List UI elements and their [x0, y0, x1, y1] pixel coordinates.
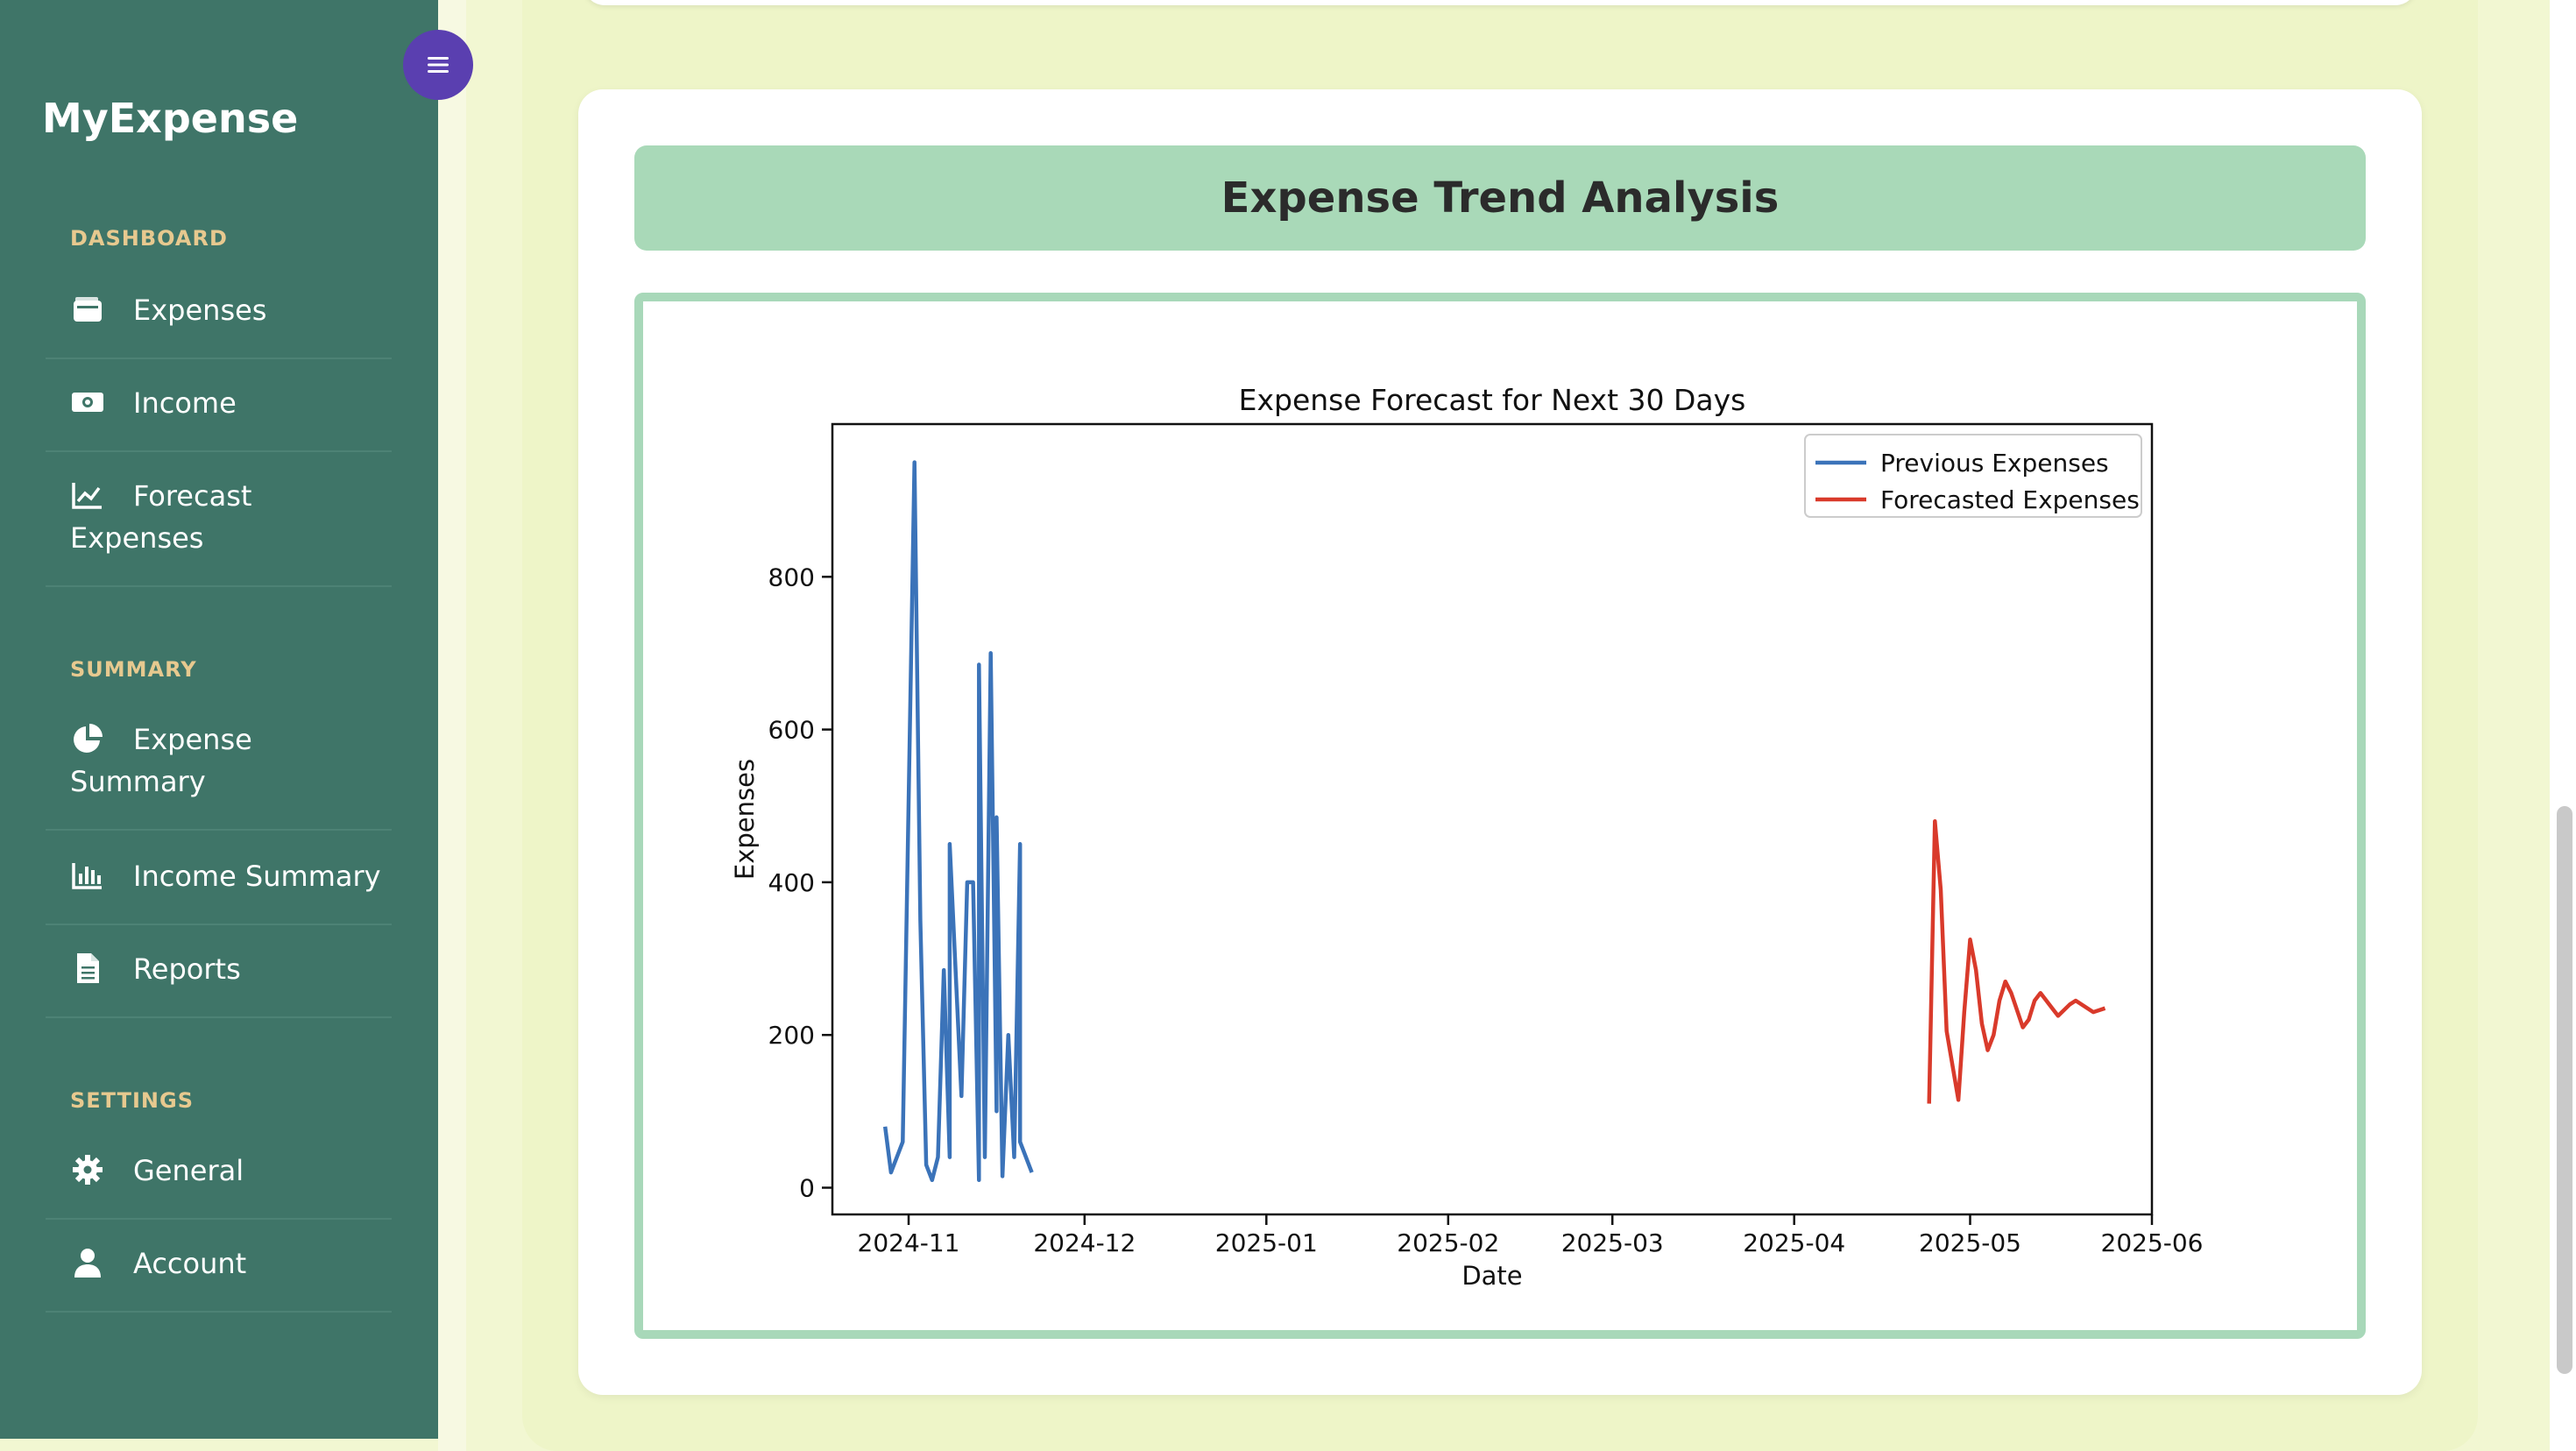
money-bill-icon	[72, 393, 103, 412]
sidebar-item-general[interactable]: General	[46, 1150, 392, 1220]
menu-toggle-button[interactable]	[403, 30, 473, 100]
x-tick-label: 2025-04	[1743, 1228, 1845, 1257]
sidebar-item-forecast-expenses[interactable]: Forecast Expenses	[46, 475, 392, 587]
chart-title: Expense Forecast for Next 30 Days	[1239, 383, 1746, 417]
sidebar-item-label: Expenses	[133, 294, 267, 327]
series-line-2	[1927, 818, 2106, 1104]
x-axis-label: Date	[1461, 1261, 1522, 1291]
sidebar-item-label: General	[133, 1154, 244, 1187]
x-tick-label: 2025-01	[1215, 1228, 1318, 1257]
card-title: Expense Trend Analysis	[634, 145, 2366, 251]
sidebar-item-label: Income	[133, 386, 237, 420]
section-dashboard: DASHBOARD	[70, 226, 228, 251]
sidebar-item-label: Forecast	[133, 479, 252, 513]
y-tick-label: 400	[768, 868, 815, 897]
chart-frame: Expense Forecast for Next 30 Days 0 200 400…	[634, 293, 2366, 1339]
chart-pie-icon	[74, 724, 103, 753]
chart-bar-icon	[72, 863, 102, 889]
brand-logo[interactable]: MyExpense	[42, 95, 299, 142]
legend-label-2: Forecasted Expenses	[1880, 485, 2140, 514]
forecast-chart: Expense Forecast for Next 30 Days 0 200 400…	[730, 383, 2204, 1291]
file-icon	[77, 953, 99, 983]
sidebar-item-label-line2: Summary	[70, 765, 206, 798]
legend-label-1: Previous Expenses	[1880, 449, 2109, 478]
previous-card-edge	[584, 0, 2417, 5]
sidebar-item-label: Account	[133, 1247, 247, 1280]
sidebar-item-label: Reports	[133, 952, 241, 986]
y-axis-label: Expenses	[730, 759, 760, 880]
user-icon	[74, 1249, 101, 1278]
plot-area-frame	[831, 422, 2154, 1216]
expense-trend-card: Expense Trend Analysis Expense Forecast …	[578, 89, 2422, 1395]
sidebar: MyExpense DASHBOARD Expenses Income Fore…	[0, 0, 438, 1439]
sidebar-item-income-summary[interactable]: Income Summary	[46, 855, 392, 925]
sidebar-item-expense-summary[interactable]: Expense Summary	[46, 718, 392, 831]
sidebar-item-income[interactable]: Income	[46, 382, 392, 452]
x-tick-label: 2024-12	[1033, 1228, 1136, 1257]
y-tick-label: 600	[768, 716, 815, 745]
sidebar-item-expenses[interactable]: Expenses	[46, 289, 392, 359]
sidebar-item-label-line2: Expenses	[70, 521, 204, 555]
sidebar-item-label: Expense	[133, 723, 252, 756]
wallet-icon	[74, 297, 102, 322]
section-settings: SETTINGS	[70, 1088, 194, 1113]
sidebar-item-label: Income Summary	[133, 860, 381, 893]
chart-line-icon	[72, 483, 102, 509]
x-tick-label: 2024-11	[858, 1228, 960, 1257]
x-tick-label: 2025-02	[1397, 1228, 1499, 1257]
x-tick-label: 2025-06	[2101, 1228, 2204, 1257]
y-tick-label: 200	[768, 1021, 815, 1050]
layout-gutter	[438, 0, 466, 1451]
sidebar-item-reports[interactable]: Reports	[46, 948, 392, 1018]
section-summary: SUMMARY	[70, 657, 197, 682]
x-tick-label: 2025-03	[1561, 1228, 1664, 1257]
x-tick-label: 2025-05	[1919, 1228, 2021, 1257]
series-line-1	[882, 460, 1034, 1183]
sidebar-item-account[interactable]: Account	[46, 1242, 392, 1313]
scrollbar-thumb[interactable]	[2557, 806, 2572, 1374]
legend-box	[1804, 434, 2142, 518]
gear-icon	[73, 1155, 103, 1185]
hamburger-icon	[428, 57, 449, 73]
y-tick-label: 800	[768, 563, 815, 591]
y-tick-label: 0	[799, 1173, 815, 1202]
